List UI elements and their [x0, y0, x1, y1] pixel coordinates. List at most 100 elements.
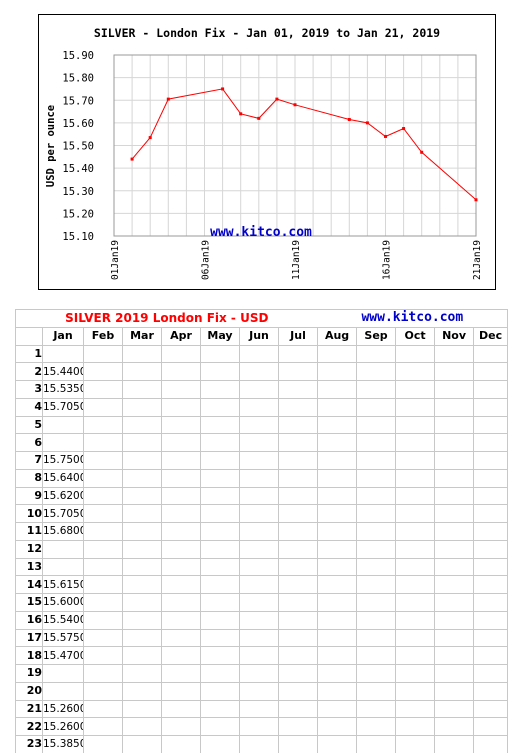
price-cell — [83, 681, 123, 701]
table-title: SILVER 2019 London Fix - USD — [15, 309, 318, 328]
price-cell — [317, 557, 358, 577]
table-row: 7 15.7500 — [15, 451, 509, 470]
price-cell — [473, 699, 509, 719]
price-cell — [122, 575, 162, 594]
price-cell — [239, 593, 279, 612]
table-site-link[interactable]: www.kitco.com — [317, 309, 509, 328]
price-cell — [200, 433, 240, 452]
price-cell — [277, 468, 319, 488]
price-cell — [434, 468, 475, 488]
price-cell — [277, 380, 319, 399]
jan-price-cell — [42, 415, 84, 435]
y-tick-label: 15.50 — [62, 141, 94, 153]
data-point — [402, 127, 406, 131]
data-point — [347, 117, 351, 121]
price-cell — [161, 575, 201, 594]
data-point — [130, 157, 134, 161]
price-cell — [277, 610, 319, 630]
price-cell — [473, 468, 509, 488]
price-cell — [239, 468, 279, 488]
price-cell — [317, 628, 358, 648]
price-cell — [395, 522, 436, 541]
table-row: 16 15.5400 — [15, 610, 509, 630]
price-cell — [161, 451, 201, 470]
price-cell — [161, 539, 201, 559]
data-point — [275, 97, 279, 101]
data-point — [221, 87, 225, 91]
price-cell — [473, 504, 509, 523]
price-cell — [277, 593, 319, 612]
day-number: 15 — [15, 593, 43, 612]
price-cell — [395, 646, 436, 665]
price-cell — [473, 717, 509, 736]
y-tick-label: 15.60 — [62, 118, 94, 130]
price-cell — [395, 557, 436, 577]
day-number: 14 — [15, 575, 43, 594]
jan-price-cell: 15.6400 — [42, 468, 84, 488]
price-cell — [395, 699, 436, 719]
month-header: Jan — [42, 326, 84, 346]
price-cell — [200, 557, 240, 577]
table-row: 5 — [15, 415, 509, 435]
price-cell — [161, 362, 201, 381]
price-cell — [434, 664, 475, 683]
price-cell — [83, 593, 123, 612]
x-tick-label: 06Jan19 — [201, 240, 212, 280]
price-cell — [473, 628, 509, 648]
price-cell — [122, 717, 162, 736]
price-cell — [317, 415, 358, 435]
price-cell — [83, 380, 123, 399]
jan-price-cell: 15.5750 — [42, 628, 84, 648]
price-cell — [473, 380, 509, 399]
jan-price-cell: 15.2600 — [42, 717, 84, 736]
month-header: Apr — [161, 326, 201, 346]
table-row: 9 15.6200 — [15, 486, 509, 506]
price-cell — [83, 735, 123, 753]
price-cell — [356, 664, 397, 683]
price-cell — [356, 539, 397, 559]
day-number: 7 — [15, 451, 43, 470]
price-cell — [395, 735, 436, 753]
price-cell — [239, 628, 279, 648]
price-cell — [277, 646, 319, 665]
price-cell — [122, 362, 162, 381]
price-cell — [434, 593, 475, 612]
price-cell — [395, 628, 436, 648]
table-row: 2 15.4400 — [15, 362, 509, 381]
price-cell — [161, 397, 201, 417]
price-cell — [200, 522, 240, 541]
table-row: 18 15.4700 — [15, 646, 509, 665]
price-cell — [395, 593, 436, 612]
data-point — [148, 136, 152, 140]
price-cell — [356, 486, 397, 506]
price-cell — [356, 433, 397, 452]
price-cell — [473, 681, 509, 701]
y-tick-label: 15.20 — [62, 208, 94, 220]
jan-price-cell — [42, 344, 84, 364]
price-cell — [395, 362, 436, 381]
price-cell — [317, 575, 358, 594]
price-cell — [122, 522, 162, 541]
jan-price-cell — [42, 664, 84, 683]
price-cell — [434, 539, 475, 559]
month-header: Jun — [239, 326, 279, 346]
price-cell — [161, 681, 201, 701]
jan-price-cell — [42, 433, 84, 452]
price-cell — [122, 699, 162, 719]
price-cell — [356, 504, 397, 523]
price-cell — [317, 380, 358, 399]
price-cell — [317, 397, 358, 417]
data-point — [166, 97, 170, 101]
price-cell — [434, 699, 475, 719]
price-cell — [161, 646, 201, 665]
price-cell — [200, 380, 240, 399]
price-cell — [473, 522, 509, 541]
price-cell — [239, 575, 279, 594]
price-cell — [356, 699, 397, 719]
x-tick-label: 21Jan19 — [472, 240, 483, 280]
table-row: 6 — [15, 433, 509, 452]
price-cell — [356, 415, 397, 435]
day-number: 20 — [15, 681, 43, 701]
day-number: 12 — [15, 539, 43, 559]
price-cell — [356, 557, 397, 577]
